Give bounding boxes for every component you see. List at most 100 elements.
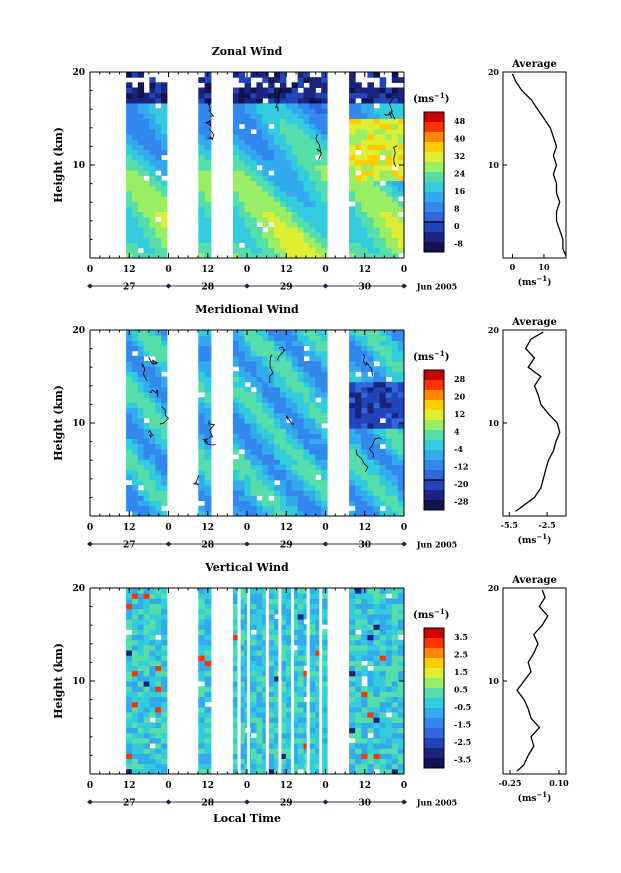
heatmap-cell xyxy=(256,180,263,187)
heatmap-cell xyxy=(131,412,139,419)
heatmap-cell xyxy=(397,670,405,677)
heatmap-cell xyxy=(274,412,281,419)
heatmap-cell xyxy=(285,376,293,383)
heatmap-cell xyxy=(238,670,246,677)
heatmap-cell xyxy=(161,722,168,728)
heatmap-cell xyxy=(321,675,328,682)
heatmap-cell xyxy=(355,753,362,759)
heatmap-cell xyxy=(256,629,263,635)
heatmap-cell xyxy=(285,345,293,352)
heatmap-cell xyxy=(355,732,362,739)
heatmap-cell xyxy=(385,619,393,625)
heatmap-cell xyxy=(285,361,293,367)
heatmap-cell xyxy=(204,753,212,759)
heatmap-cell xyxy=(379,386,387,393)
heatmap-cell xyxy=(131,118,139,125)
heatmap-cell xyxy=(250,758,257,765)
heatmap-cell xyxy=(131,361,139,367)
average-title: Average xyxy=(511,575,557,586)
heatmap-cell xyxy=(161,588,168,594)
heatmap-cell xyxy=(397,227,405,233)
heatmap-cell xyxy=(238,469,246,476)
heatmap-cell xyxy=(297,763,304,770)
heatmap-cell xyxy=(149,407,156,414)
heatmap-cell xyxy=(232,588,240,594)
heatmap-cell xyxy=(385,165,393,171)
heatmap-cell xyxy=(161,412,168,419)
heatmap-cell xyxy=(143,170,150,176)
heatmap-cell xyxy=(297,165,304,171)
heatmap-cell xyxy=(391,376,399,383)
heatmap-cell xyxy=(250,505,257,512)
colorbar-swatch xyxy=(424,380,444,391)
heatmap-cell xyxy=(385,717,393,723)
heatmap-cell xyxy=(361,381,368,388)
heatmap-cell xyxy=(291,108,299,114)
heatmap-cell xyxy=(321,603,328,610)
heatmap-cell xyxy=(126,144,133,150)
heatmap-cell xyxy=(349,77,356,83)
heatmap-cell xyxy=(321,340,328,346)
heatmap-cell xyxy=(155,108,162,114)
heatmap-cell xyxy=(126,603,133,610)
heatmap-cell xyxy=(315,402,322,408)
heatmap-cell xyxy=(391,712,399,718)
heatmap-cell xyxy=(137,175,145,181)
heatmap-cell xyxy=(367,196,374,202)
heatmap-cell xyxy=(291,665,299,672)
heatmap-cell xyxy=(349,412,356,419)
colorbar-unit: (ms−1) xyxy=(413,91,449,105)
heatmap-cell xyxy=(143,603,150,610)
heatmap-cell xyxy=(355,727,362,734)
colorbar-label: 24 xyxy=(454,168,466,178)
heatmap-cell xyxy=(355,123,362,130)
heatmap-cell xyxy=(367,717,374,723)
heatmap-cell xyxy=(274,227,281,233)
heatmap-cell xyxy=(280,180,287,187)
heatmap-cell xyxy=(256,727,263,734)
heatmap-cell xyxy=(315,361,322,367)
heatmap-cell xyxy=(131,753,139,759)
heatmap-cell xyxy=(155,247,162,254)
heatmap-cell xyxy=(262,366,269,372)
heatmap-cell xyxy=(244,407,251,414)
heatmap-cell xyxy=(137,588,145,594)
heatmap-cell xyxy=(198,660,206,666)
heatmap-cell xyxy=(349,206,356,212)
heatmap-cell xyxy=(126,407,133,414)
heatmap-cell xyxy=(137,154,145,161)
heatmap-cell xyxy=(274,180,281,187)
heatmap-cell xyxy=(349,459,356,465)
heatmap-cell xyxy=(198,495,206,501)
heatmap-cell xyxy=(280,459,287,465)
heatmap-cell xyxy=(280,438,287,445)
heatmap-cell xyxy=(268,190,275,197)
heatmap-cell xyxy=(238,402,246,408)
heatmap-cell xyxy=(131,221,139,228)
heatmap-cell xyxy=(291,732,299,739)
heatmap-cell xyxy=(315,639,322,646)
heatmap-cell xyxy=(309,128,316,135)
heatmap-cell xyxy=(244,397,251,403)
heatmap-cell xyxy=(373,196,381,202)
heatmap-cell xyxy=(268,386,275,393)
heatmap-cell xyxy=(385,159,393,166)
heatmap-cell xyxy=(361,361,368,367)
heatmap-cell xyxy=(198,108,206,114)
heatmap-cell xyxy=(268,139,275,145)
heatmap-cell xyxy=(256,644,263,651)
heatmap-cell xyxy=(250,722,257,728)
heatmap-cell xyxy=(373,660,381,666)
heatmap-cell xyxy=(262,350,269,357)
heatmap-cell xyxy=(297,103,304,109)
heatmap-cell xyxy=(232,170,240,176)
heatmap-cell xyxy=(280,392,287,398)
heatmap-cell xyxy=(274,500,281,507)
heatmap-cell xyxy=(161,87,168,94)
heatmap-cell xyxy=(274,103,281,109)
heatmap-cell xyxy=(262,510,269,517)
heatmap-cell xyxy=(137,335,145,341)
heatmap-cell xyxy=(385,675,393,682)
heatmap-cell xyxy=(297,485,304,491)
heatmap-cell xyxy=(391,211,399,218)
